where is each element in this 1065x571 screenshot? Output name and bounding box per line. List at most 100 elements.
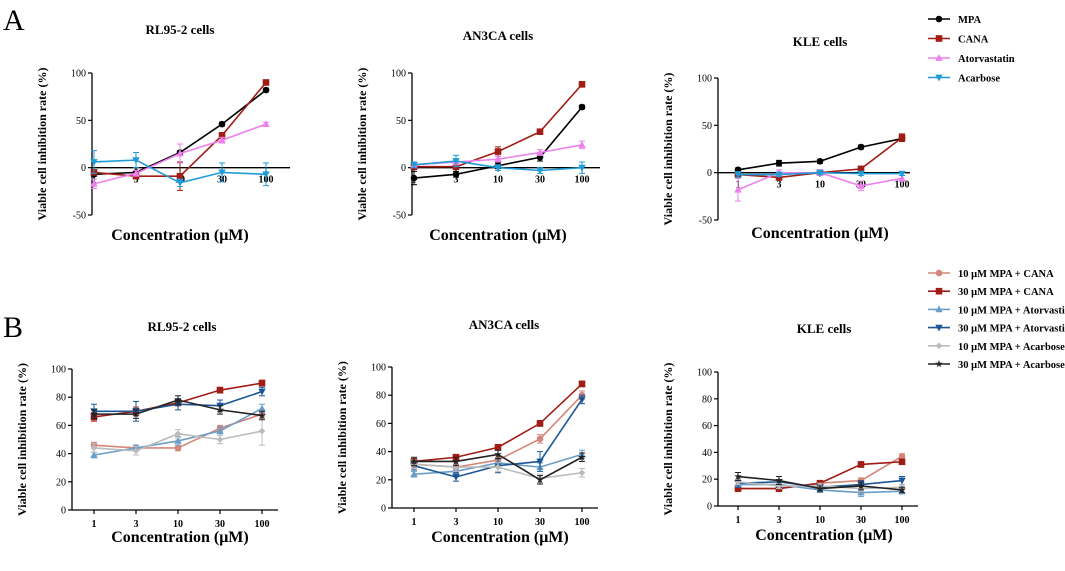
y-tick-label: 100 — [71, 69, 86, 80]
legend-item: CANA — [928, 35, 989, 46]
data-point — [216, 386, 224, 394]
series-atorvastatin — [90, 120, 270, 189]
y-tick-label: 100 — [51, 365, 66, 376]
series-30-m-mpa-acarbose — [734, 472, 906, 494]
data-point — [898, 174, 906, 182]
data-point — [734, 171, 742, 179]
data-point — [90, 159, 98, 166]
data-point — [816, 158, 824, 165]
y-tick-label: 50 — [76, 116, 86, 127]
data-point — [452, 158, 460, 165]
x-tick-label: 30 — [215, 519, 225, 530]
y-axis-label: Viable cell inhibition rate (%) — [661, 363, 675, 516]
legend-label: 10 μM MPA + Atorvastin — [958, 305, 1065, 316]
data-point — [494, 148, 502, 155]
data-point — [262, 79, 270, 86]
legend-marker — [935, 74, 943, 82]
data-point — [857, 488, 865, 496]
x-tick-label: 3 — [777, 180, 782, 191]
y-tick-label: 100 — [371, 363, 386, 374]
data-point — [536, 458, 544, 466]
data-point — [494, 155, 502, 163]
data-point — [258, 427, 266, 435]
legend-panel-a: MPA CANA Atorvastatin Acarbose — [928, 15, 1015, 85]
y-tick-label: 20 — [702, 475, 712, 486]
data-point — [578, 453, 586, 461]
data-point — [258, 411, 266, 419]
data-point — [262, 120, 270, 128]
y-tick-label: 50 — [396, 116, 406, 127]
y-axis-label: Viable cell inhibition rate (%) — [35, 68, 49, 221]
data-point — [132, 447, 140, 455]
legend-marker — [935, 269, 943, 277]
data-point — [90, 179, 98, 187]
y-axis-label: Viable cell inhibition rate (%) — [355, 68, 369, 221]
series-acarbose — [410, 154, 586, 175]
data-point — [775, 159, 783, 167]
x-axis-label: Concentration (μM) — [431, 529, 568, 546]
y-axis-label: Viable cell inhibition rate (%) — [661, 73, 675, 226]
legend-label: CANA — [958, 35, 989, 46]
x-tick-label: 10 — [815, 180, 825, 191]
x-tick-label: 1 — [412, 517, 417, 528]
legend-label: 10 μM MPA + Acarbose — [958, 342, 1065, 353]
x-tick-label: 30 — [535, 517, 545, 528]
data-point — [176, 172, 184, 180]
data-point — [775, 171, 783, 179]
x-tick-label: 3 — [134, 175, 139, 186]
data-point — [216, 427, 224, 434]
x-tick-label: 100 — [895, 515, 910, 526]
x-tick-label: 3 — [134, 519, 139, 530]
data-point — [258, 379, 266, 387]
data-point — [536, 167, 544, 175]
data-point — [536, 420, 544, 427]
panel-label-b: B — [3, 311, 23, 344]
data-point — [174, 430, 182, 438]
data-point — [734, 478, 742, 486]
y-tick-label: 100 — [697, 74, 712, 85]
x-tick-label: 30 — [856, 515, 866, 526]
legend-label: 30 μM MPA + CANA — [958, 287, 1054, 298]
legend-label: 10 μM MPA + CANA — [958, 269, 1054, 280]
data-point — [734, 472, 742, 480]
data-point — [132, 410, 140, 418]
data-point — [898, 485, 906, 494]
y-tick-label: 0 — [81, 163, 86, 174]
data-point — [410, 161, 418, 169]
data-point — [176, 149, 184, 157]
chart-b-1: RL95-2 cells Concentration (μM) Viable cel… — [15, 319, 278, 546]
data-point — [494, 164, 502, 172]
data-point — [775, 476, 783, 484]
legend-marker — [935, 324, 943, 332]
data-point — [90, 451, 98, 458]
chart-title: AN3CA cells — [463, 28, 533, 43]
x-tick-label: 100 — [255, 519, 270, 530]
y-tick-label: 0 — [707, 168, 712, 179]
data-point — [216, 405, 224, 414]
series-acarbose — [734, 169, 906, 179]
x-tick-label: 3 — [454, 175, 459, 186]
y-tick-label: 0 — [61, 506, 66, 517]
x-tick-label: 100 — [575, 517, 590, 528]
y-tick-label: 0 — [381, 504, 386, 515]
data-point — [578, 81, 586, 88]
x-tick-label: 100 — [575, 175, 590, 186]
legend-marker — [935, 54, 943, 61]
chart-b-3: KLE cells Concentration (μM) Viable cell i… — [661, 321, 918, 544]
series-mpa — [410, 103, 586, 186]
y-tick-label: 0 — [707, 502, 712, 513]
x-tick-label: 10 — [173, 519, 183, 530]
data-point — [216, 436, 224, 443]
x-tick-label: 1 — [736, 515, 741, 526]
data-point — [258, 388, 266, 396]
data-point — [132, 157, 140, 164]
data-point — [258, 404, 266, 412]
legend-marker — [935, 35, 943, 42]
y-tick-label: 60 — [376, 419, 386, 430]
y-tick-label: 60 — [702, 421, 712, 432]
x-axis-label: Concentration (μM) — [429, 227, 566, 244]
data-point — [898, 477, 906, 485]
data-point — [174, 444, 182, 452]
data-point — [857, 182, 865, 189]
